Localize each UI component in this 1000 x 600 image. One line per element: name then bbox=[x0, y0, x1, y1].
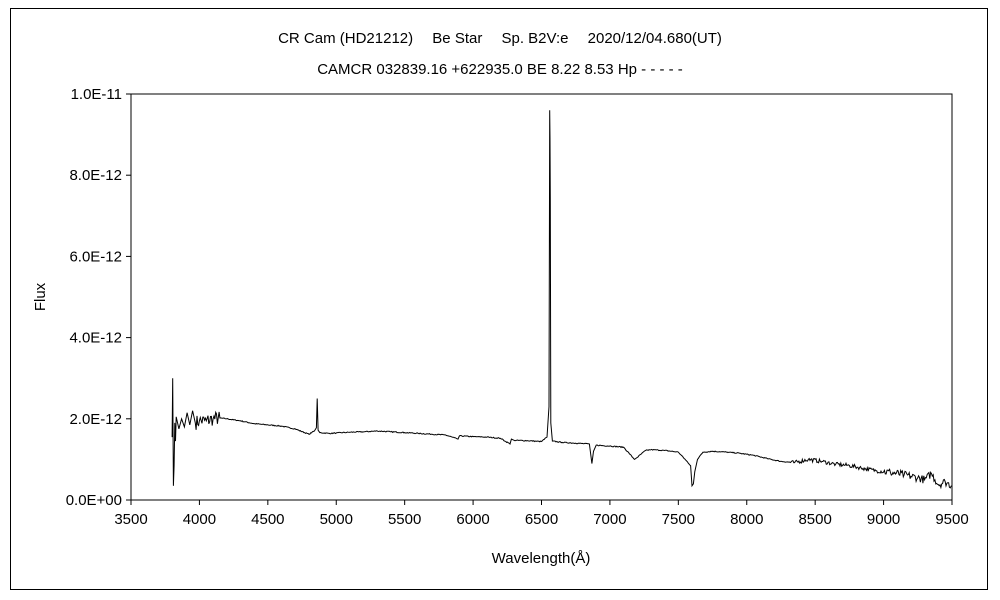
x-tick-label: 4500 bbox=[251, 511, 284, 528]
y-axis-label: Flux bbox=[32, 282, 49, 311]
x-tick-label: 6500 bbox=[525, 511, 558, 528]
x-tick-label: 6000 bbox=[456, 511, 489, 528]
x-tick-label: 3500 bbox=[114, 511, 147, 528]
y-tick-label: 2.0E-12 bbox=[69, 411, 122, 428]
x-tick-label: 9000 bbox=[867, 511, 900, 528]
y-tick-label: 6.0E-12 bbox=[69, 248, 122, 265]
x-axis-label: Wavelength(Å) bbox=[492, 550, 591, 567]
x-tick-label: 7500 bbox=[662, 511, 695, 528]
y-tick-label: 4.0E-12 bbox=[69, 330, 122, 347]
y-tick-label: 8.0E-12 bbox=[69, 167, 122, 184]
x-tick-label: 9500 bbox=[935, 511, 968, 528]
x-tick-label: 7000 bbox=[593, 511, 626, 528]
x-tick-label: 4000 bbox=[183, 511, 216, 528]
x-tick-label: 5000 bbox=[320, 511, 353, 528]
chart-title: CR Cam (HD21212) Be Star Sp. B2V:e 2020/… bbox=[278, 30, 722, 47]
series-line-flux bbox=[171, 110, 953, 490]
x-tick-label: 8500 bbox=[798, 511, 831, 528]
x-tick-label: 5500 bbox=[388, 511, 421, 528]
chart-subtitle: CAMCR 032839.16 +622935.0 BE 8.22 8.53 H… bbox=[317, 61, 683, 78]
x-tick-label: 8000 bbox=[730, 511, 763, 528]
y-tick-label: 1.0E-11 bbox=[71, 86, 122, 103]
plot-area bbox=[130, 93, 953, 501]
chart-frame bbox=[10, 8, 988, 590]
y-tick-label: 0.0E+00 bbox=[66, 492, 122, 509]
